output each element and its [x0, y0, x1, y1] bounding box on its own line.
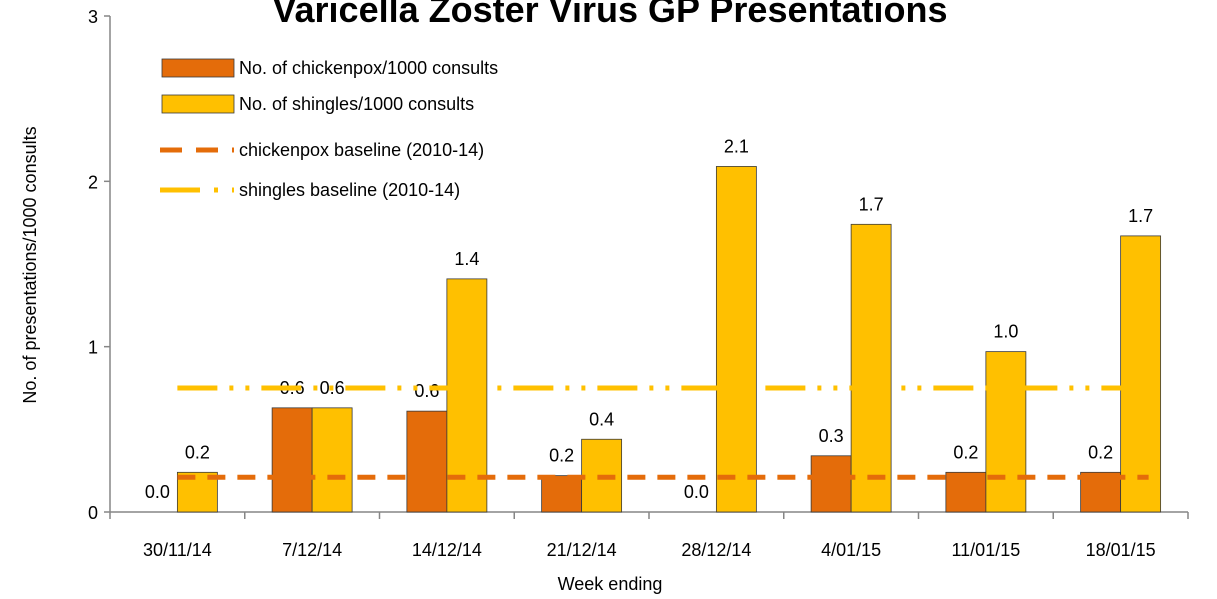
data-label: 2.1	[724, 136, 749, 156]
legend-label: chickenpox baseline (2010-14)	[239, 140, 484, 160]
y-tick-label: 2	[88, 172, 98, 192]
x-tick-label: 21/12/14	[547, 540, 617, 560]
x-tick-label: 11/01/15	[952, 540, 1021, 560]
data-label: 1.7	[859, 194, 884, 214]
legend-label: No. of shingles/1000 consults	[239, 94, 474, 114]
bar	[541, 475, 583, 513]
chart-title: Varicella Zoster Virus GP Presentations	[273, 0, 948, 30]
bar	[446, 278, 488, 513]
bar	[271, 407, 313, 513]
data-label: 0.2	[185, 442, 210, 462]
y-tick-label: 0	[88, 503, 98, 523]
bar	[810, 455, 852, 513]
x-tick-label: 14/12/14	[412, 540, 482, 560]
data-label: 1.7	[1128, 206, 1153, 226]
data-label: 0.6	[414, 381, 439, 401]
bar	[1120, 235, 1162, 513]
data-label: 0.4	[589, 409, 614, 429]
x-tick-label: 30/11/14	[143, 540, 212, 560]
legend-swatch	[161, 58, 235, 78]
x-axis-label: Week ending	[558, 574, 663, 594]
x-tick-label: 28/12/14	[681, 540, 751, 560]
x-tick-label: 18/01/15	[1086, 540, 1156, 560]
data-label: 0.0	[684, 482, 709, 502]
bar	[985, 351, 1027, 513]
data-label: 1.0	[993, 322, 1018, 342]
bar	[406, 410, 448, 513]
legend-label: No. of chickenpox/1000 consults	[239, 58, 498, 78]
data-label: 0.2	[953, 442, 978, 462]
bar	[311, 407, 353, 513]
legend-label: shingles baseline (2010-14)	[239, 180, 460, 200]
y-tick-label: 1	[88, 338, 98, 358]
legend-swatch	[161, 94, 235, 114]
data-label: 1.4	[454, 249, 479, 269]
x-tick-label: 4/01/15	[821, 540, 881, 560]
bar	[850, 223, 892, 513]
x-tick-label: 7/12/14	[282, 540, 342, 560]
data-label: 0.2	[549, 446, 574, 466]
y-axis-label: No. of presentations/1000 consults	[20, 126, 40, 403]
data-label: 0.3	[819, 426, 844, 446]
data-label: 0.2	[1088, 442, 1113, 462]
bar	[715, 166, 757, 513]
data-label: 0.0	[145, 482, 170, 502]
y-tick-label: 3	[88, 7, 98, 27]
